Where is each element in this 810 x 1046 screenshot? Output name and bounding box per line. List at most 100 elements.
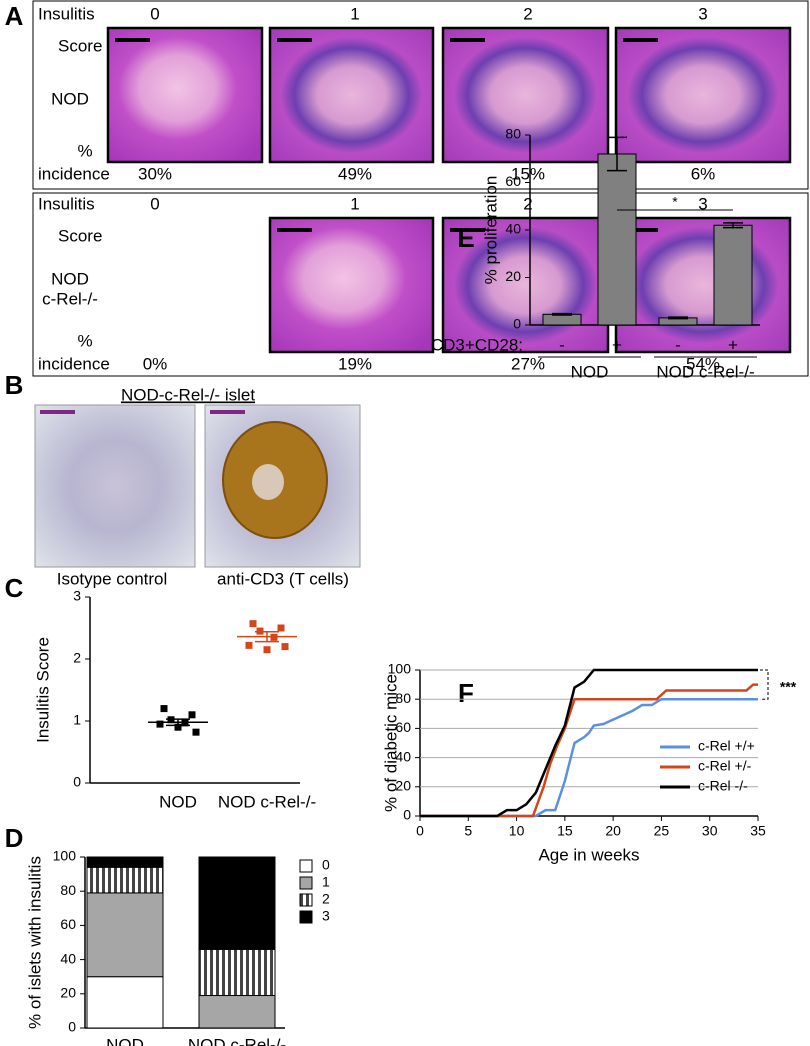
x-tick-label: 10 [509, 823, 525, 839]
incidence-value: 0% [143, 354, 168, 373]
row-header: Insulitis [38, 194, 95, 213]
y-tick-label: 80 [60, 882, 76, 898]
score-label: 2 [523, 4, 532, 23]
panel-letter: F [458, 678, 474, 708]
x-tick-label: 0 [416, 823, 424, 839]
row-header: Score [58, 36, 102, 55]
panel-letter: B [5, 370, 24, 400]
x-tick-label: + [612, 335, 622, 354]
error-bar [723, 222, 743, 229]
x-tick-label: - [675, 335, 681, 354]
x-tick-label: NOD [106, 1035, 144, 1046]
bar [713, 224, 753, 326]
x-tick-label: 20 [605, 823, 621, 839]
y-tick-label: 0 [68, 1019, 76, 1035]
series-line [420, 668, 758, 818]
y-tick-label: 1 [73, 712, 81, 728]
group-label: NOD [571, 362, 609, 381]
y-axis-label: % of diabetic mice [381, 674, 400, 812]
data-point [174, 723, 182, 731]
data-point [281, 643, 289, 651]
y-tick-label: 60 [505, 173, 521, 189]
data-point [160, 705, 168, 713]
panel-title: NOD-c-Rel-/- islet [121, 385, 255, 404]
score-label: 2 [523, 194, 532, 213]
scale-bars [40, 38, 658, 414]
x-tick-label: 5 [464, 823, 472, 839]
bar [542, 313, 582, 326]
x-tick-label: NOD c-Rel-/- [218, 792, 316, 811]
legend-label: 0 [322, 857, 330, 873]
incidence-value: 6% [691, 164, 716, 183]
incidence-value: 19% [338, 354, 372, 373]
x-tick-label: NOD [159, 792, 197, 811]
bar-segment [198, 856, 276, 950]
data-point [263, 646, 271, 654]
bar-segment [86, 866, 164, 894]
y-tick-label: 100 [53, 848, 77, 864]
incidence-label: incidence [38, 164, 110, 183]
image-caption: anti-CD3 (T cells) [217, 569, 349, 588]
y-axis-label: % of islets with insulitis [25, 856, 44, 1029]
bracket [760, 669, 769, 700]
incidence-value: 27% [511, 354, 545, 373]
annotation: *** [780, 678, 797, 694]
x-tick-label: - [559, 335, 565, 354]
legend-swatch [299, 910, 313, 924]
legend-label: c-Rel +/- [698, 758, 752, 774]
data-point [192, 728, 200, 736]
incidence-label: % [77, 331, 92, 350]
x-tick-label: 25 [654, 823, 670, 839]
legend-label: c-Rel -/- [698, 778, 748, 794]
x-tick-label: NOD c-Rel-/- [188, 1035, 286, 1046]
data-point [156, 720, 164, 728]
y-tick-label: 20 [505, 268, 521, 284]
bar-segment [86, 892, 164, 978]
panel-letter: A [5, 1, 24, 31]
bar-segment [198, 948, 276, 997]
row-header: Score [58, 226, 102, 245]
data-point [188, 711, 196, 719]
annotation: * [672, 194, 678, 210]
data-point [245, 641, 253, 649]
y-tick-label: 100 [388, 661, 412, 677]
y-tick-label: 3 [73, 588, 81, 604]
panel-letter: E [457, 223, 474, 253]
score-label: 0 [150, 194, 159, 213]
incidence-label: incidence [38, 354, 110, 373]
legend-label: 3 [322, 908, 330, 924]
y-tick-label: 20 [60, 985, 76, 1001]
image-caption: Isotype control [57, 569, 168, 588]
incidence-label: % [77, 141, 92, 160]
series-line [420, 697, 758, 818]
x-tick-label: + [728, 335, 738, 354]
score-label: 1 [350, 4, 359, 23]
data-point [277, 624, 285, 632]
incidence-value: 15% [511, 164, 545, 183]
y-tick-label: 2 [73, 650, 81, 666]
y-tick-label: 80 [395, 690, 411, 706]
legend-label: 2 [322, 891, 330, 907]
x-axis-label: Age in weeks [538, 845, 639, 864]
incidence-value: 30% [138, 164, 172, 183]
y-tick-label: 40 [395, 748, 411, 764]
row-label: CD3+CD28: [431, 335, 523, 354]
strain-label: NOD [51, 269, 89, 288]
bar-segment [198, 995, 276, 1029]
y-tick-label: 20 [395, 778, 411, 794]
incidence-value: 49% [338, 164, 372, 183]
y-tick-label: 0 [403, 807, 411, 823]
bar [597, 153, 637, 326]
panel-letter: D [5, 823, 24, 853]
legend-swatch [299, 893, 313, 907]
x-tick-label: 30 [702, 823, 718, 839]
panel-a-frame [32, 0, 809, 377]
data-point [249, 620, 257, 628]
score-label: 1 [350, 194, 359, 213]
y-axis-label: % proliferation [481, 176, 500, 285]
score-label: 0 [150, 4, 159, 23]
legend-swatch [299, 876, 313, 890]
score-label: 3 [698, 4, 707, 23]
incidence-value: 54% [686, 354, 720, 373]
error-bar [255, 630, 279, 643]
